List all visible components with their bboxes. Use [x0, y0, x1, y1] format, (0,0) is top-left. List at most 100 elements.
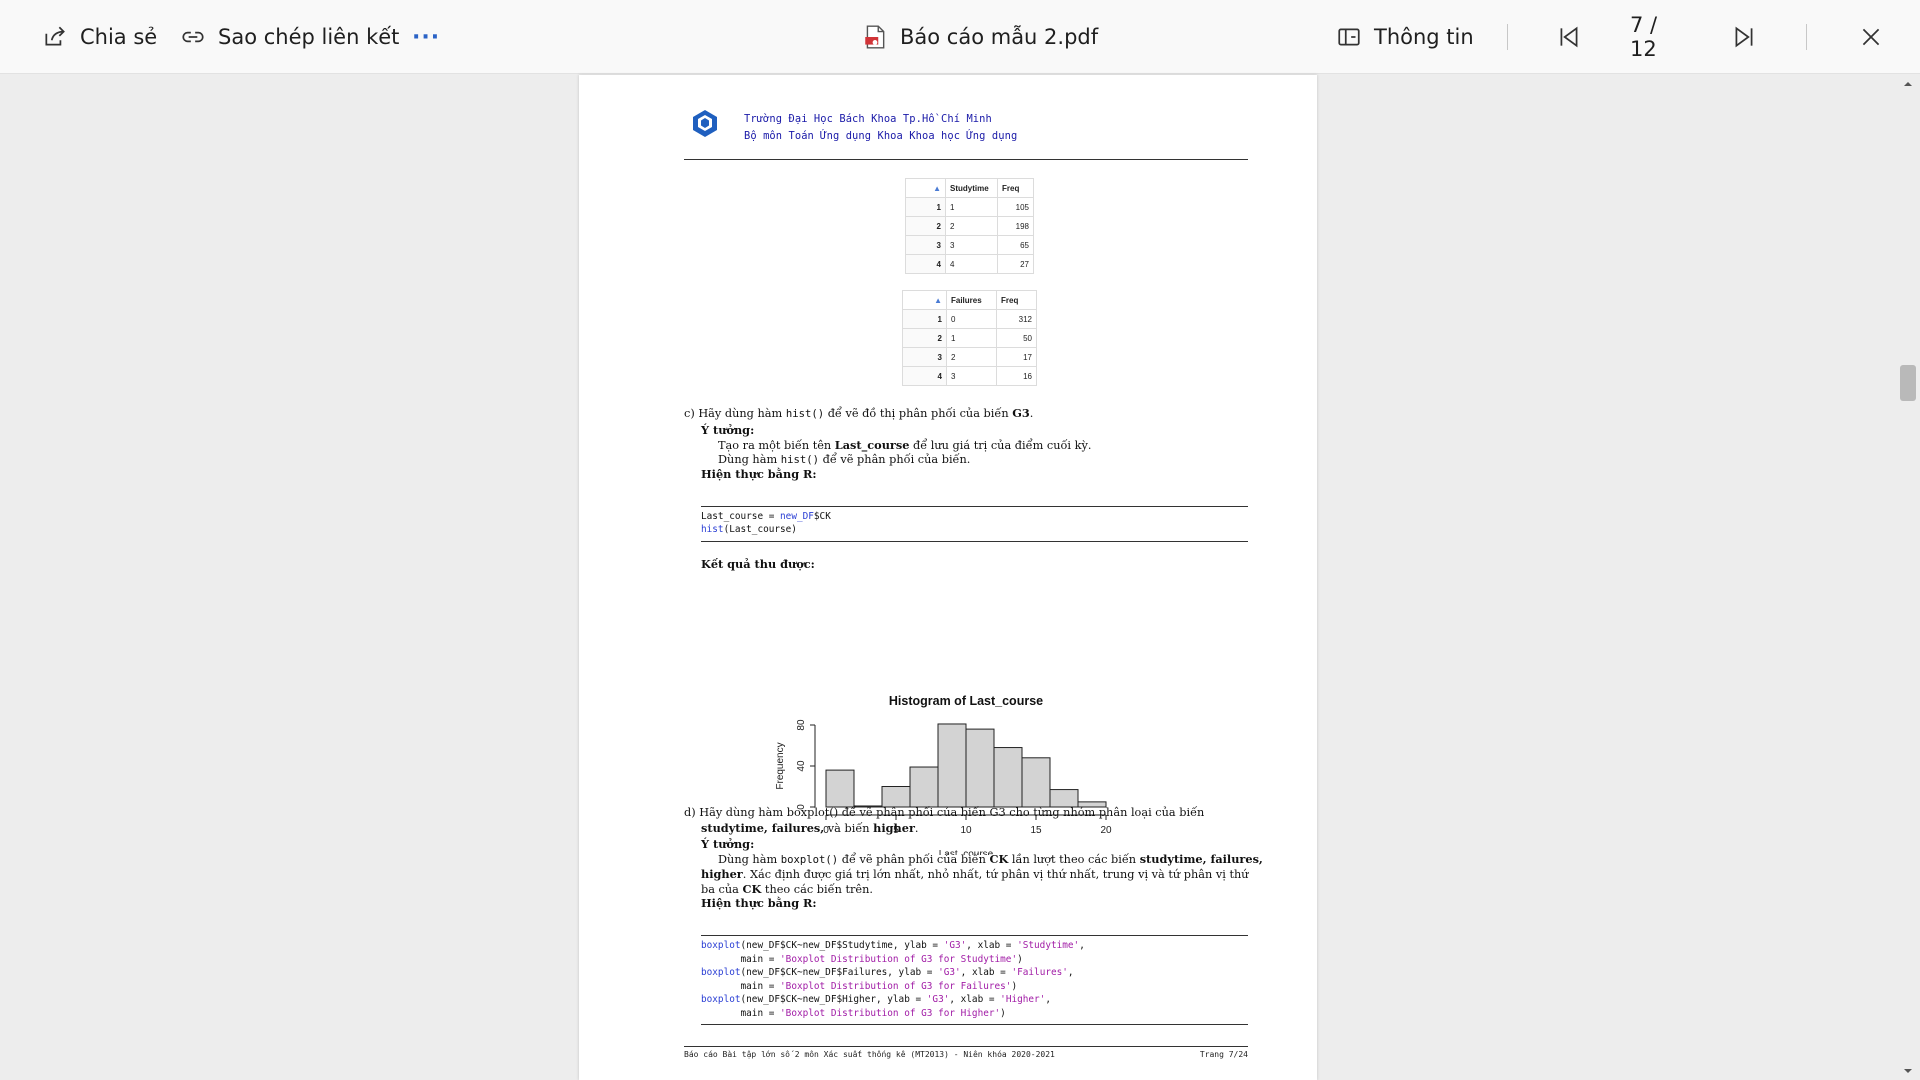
var-name: G3: [1012, 406, 1030, 420]
share-button[interactable]: Chia sẻ: [42, 0, 157, 74]
table-cell: 1: [946, 328, 997, 348]
first-page-icon: [1560, 26, 1578, 48]
table-row: 2 1 50: [902, 328, 1037, 348]
more-options-button[interactable]: ···: [412, 0, 440, 74]
row-index: 3: [905, 235, 946, 255]
table-cell: 4: [945, 254, 998, 274]
share-icon: [45, 26, 65, 46]
table-cell: 2: [946, 347, 997, 367]
histogram-bar: [1049, 789, 1079, 808]
table-cell: 2: [945, 216, 998, 236]
histogram-bar: [1021, 757, 1051, 808]
func-name: hist(): [785, 408, 825, 420]
result-title: Kết quả thu được:: [701, 557, 815, 571]
table-cell: 3: [946, 366, 997, 386]
table-header-row: ▲ Studytime Freq: [905, 178, 1034, 198]
copy-link-button[interactable]: Sao chép liên kết: [180, 0, 399, 74]
section-c-prompt: c) Hãy dùng hàm hist() để vẽ đồ thị phân…: [684, 406, 1033, 420]
close-icon: [1862, 28, 1880, 46]
column-header: Freq: [997, 178, 1034, 198]
impl-title-d: Hiện thực bằng R:: [701, 896, 817, 910]
code-line: boxplot(new_DF$CK~new_DF$Studytime, ylab…: [701, 940, 1085, 951]
header-department: Bộ môn Toán Ứng dụng Khoa Khoa học Ứng d…: [744, 130, 1018, 142]
heading: Ý tưởng:: [701, 837, 755, 851]
idea-d-line-2: higher. Xác định được giá trị lớn nhất, …: [701, 867, 1249, 881]
idea-text: Dùng hàm: [718, 453, 778, 466]
code-rule-bottom: [701, 541, 1248, 542]
prompt-text: .: [1029, 407, 1034, 420]
info-button[interactable]: Thông tin: [1336, 0, 1474, 74]
idea-text: để lưu giá trị của điểm cuối kỳ.: [913, 439, 1092, 452]
table-cell: 105: [997, 197, 1034, 217]
y-tick-label: 80: [796, 719, 807, 731]
column-header: Failures: [946, 290, 997, 310]
idea-text: Tạo ra một biến tên: [718, 439, 832, 452]
x-tick-label: 0: [823, 825, 829, 836]
sort-icon[interactable]: ▲: [902, 290, 947, 310]
section-d-prompt: d) Hãy dùng hàm boxplot() để vẽ phân phố…: [684, 806, 1204, 819]
table-row: 1 1 105: [905, 197, 1034, 217]
toolbar-divider: [1507, 24, 1508, 50]
page-header: Trường Đại Học Bách Khoa Tp.Hồ Chí Minh …: [684, 110, 1248, 160]
var-name: Last_course: [834, 438, 910, 452]
idea-text: để vẽ phân phối của biến.: [822, 453, 971, 466]
page-indicator: 7 / 12: [1630, 0, 1690, 74]
row-index: 1: [902, 309, 947, 329]
histogram-bar: [825, 769, 855, 808]
scroll-up-icon[interactable]: [1902, 78, 1914, 90]
scroll-thumb[interactable]: [1900, 365, 1916, 401]
row-index: 2: [905, 216, 946, 236]
document-title: Báo cáo mẫu 2.pdf: [862, 0, 1098, 74]
column-header: Studytime: [945, 178, 998, 198]
table-cell: 0: [946, 309, 997, 329]
header-university: Trường Đại Học Bách Khoa Tp.Hồ Chí Minh: [744, 113, 992, 125]
code-line: main = 'Boxplot Distribution of G3 for S…: [701, 953, 1023, 965]
document-viewer[interactable]: Trường Đại Học Bách Khoa Tp.Hồ Chí Minh …: [0, 75, 1920, 1080]
histogram-bar: [1077, 801, 1107, 808]
table-cell: 65: [997, 235, 1034, 255]
table-row: 4 4 27: [905, 254, 1034, 274]
idea-line-1: Tạo ra một biến tên Last_course để lưu g…: [718, 438, 1091, 452]
x-tick-label: 5: [893, 825, 899, 836]
more-icon: ···: [412, 24, 441, 50]
info-panel-icon: [1338, 28, 1360, 46]
footer-page: Trang 7/24: [1199, 1050, 1248, 1059]
pdf-page: Trường Đại Học Bách Khoa Tp.Hồ Chí Minh …: [579, 75, 1317, 1080]
chart-title: Histogram of Last_course: [889, 694, 1043, 708]
idea-title-c: Ý tưởng:: [701, 423, 754, 437]
scroll-down-icon[interactable]: [1902, 1065, 1914, 1077]
link-icon: [182, 31, 204, 43]
table-cell: 3: [945, 235, 998, 255]
idea-title-d: Ý tưởng:: [701, 837, 754, 851]
table-cell: 27: [997, 254, 1034, 274]
histogram-chart: Histogram of Last_course 0 5 10 15 20 Last_cou…: [775, 694, 1112, 855]
histogram-bar: [937, 723, 967, 808]
pdf-file-icon: [865, 25, 885, 49]
close-button[interactable]: [1858, 0, 1884, 74]
first-page-button[interactable]: [1556, 0, 1582, 74]
item-label: c): [684, 407, 695, 420]
toolbar-divider: [1806, 24, 1807, 50]
table-cell: 312: [996, 309, 1037, 329]
table-cell: 1: [945, 197, 998, 217]
last-page-button[interactable]: [1731, 0, 1757, 74]
table-row: 4 3 16: [902, 366, 1037, 386]
vertical-scrollbar[interactable]: [1896, 75, 1920, 1080]
section-d-prompt-2: studytime, failures, và biến higher.: [701, 821, 919, 835]
last-page-icon: [1735, 26, 1753, 48]
row-index: 3: [902, 347, 947, 367]
copy-link-label: Sao chép liên kết: [218, 25, 400, 49]
column-header: Freq: [996, 290, 1037, 310]
idea-line-2: Dùng hàm hist() để vẽ phân phối của biến…: [718, 453, 970, 466]
heading: Ý tưởng:: [701, 423, 755, 437]
prompt-text: Hãy dùng hàm: [698, 407, 783, 420]
info-label: Thông tin: [1374, 25, 1474, 49]
table-cell: 198: [997, 216, 1034, 236]
table-cell: 16: [996, 366, 1037, 386]
sort-icon[interactable]: ▲: [905, 178, 946, 198]
row-index: 4: [905, 254, 946, 274]
row-index: 4: [902, 366, 947, 386]
table-row: 3 3 65: [905, 235, 1034, 255]
studytime-freq-table: ▲ Studytime Freq 1 1 105 2 2 198 3 3 65 4 4 27: [905, 178, 1034, 274]
histogram-bar: [993, 747, 1023, 808]
